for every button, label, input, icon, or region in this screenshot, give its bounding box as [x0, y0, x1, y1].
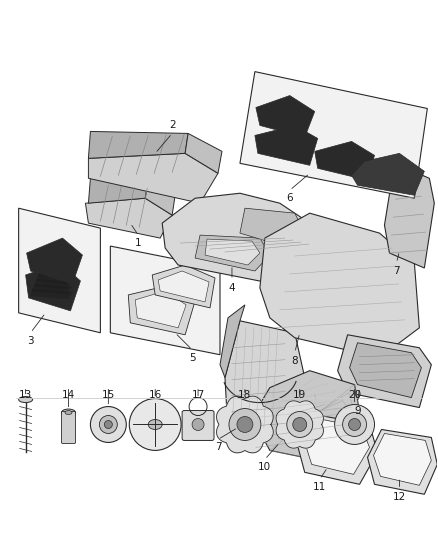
Text: 1: 1 — [135, 238, 141, 248]
Polygon shape — [350, 343, 421, 398]
Polygon shape — [88, 132, 188, 158]
Text: 17: 17 — [191, 390, 205, 400]
Text: 16: 16 — [148, 390, 162, 400]
Circle shape — [229, 409, 261, 440]
Text: 12: 12 — [393, 492, 406, 502]
Ellipse shape — [148, 419, 162, 430]
Polygon shape — [110, 246, 220, 355]
Text: 20: 20 — [348, 390, 361, 400]
Text: 2: 2 — [169, 120, 176, 131]
Polygon shape — [195, 235, 270, 271]
Circle shape — [410, 370, 418, 378]
Polygon shape — [252, 370, 364, 464]
Polygon shape — [205, 239, 260, 265]
Polygon shape — [185, 133, 222, 173]
Polygon shape — [145, 181, 175, 215]
Circle shape — [237, 416, 253, 432]
Circle shape — [90, 407, 126, 442]
Circle shape — [390, 364, 399, 372]
Text: 4: 4 — [229, 283, 235, 293]
Polygon shape — [31, 289, 72, 299]
Circle shape — [366, 359, 374, 367]
Circle shape — [361, 275, 378, 291]
Circle shape — [129, 399, 181, 450]
Polygon shape — [297, 415, 378, 484]
Polygon shape — [128, 285, 195, 335]
Text: 13: 13 — [19, 390, 32, 400]
Circle shape — [104, 421, 112, 429]
Circle shape — [367, 283, 371, 287]
Polygon shape — [385, 163, 434, 268]
Circle shape — [287, 411, 313, 438]
Text: 14: 14 — [62, 390, 75, 400]
Circle shape — [343, 413, 367, 437]
Text: 3: 3 — [27, 336, 34, 346]
FancyBboxPatch shape — [61, 411, 75, 443]
Text: 6: 6 — [286, 193, 293, 203]
Polygon shape — [225, 321, 305, 445]
Polygon shape — [162, 193, 318, 285]
Polygon shape — [374, 433, 431, 486]
Text: 9: 9 — [354, 406, 361, 416]
Polygon shape — [27, 238, 82, 284]
Polygon shape — [158, 271, 209, 302]
Text: 19: 19 — [293, 390, 306, 400]
Polygon shape — [25, 263, 81, 311]
Polygon shape — [240, 208, 305, 248]
Polygon shape — [135, 291, 186, 328]
Polygon shape — [256, 95, 314, 138]
Polygon shape — [338, 335, 431, 408]
Polygon shape — [216, 396, 273, 453]
Circle shape — [349, 418, 360, 431]
Circle shape — [308, 293, 312, 297]
Polygon shape — [220, 305, 245, 378]
Polygon shape — [88, 154, 218, 203]
Polygon shape — [37, 274, 70, 284]
Polygon shape — [260, 213, 419, 358]
Polygon shape — [305, 418, 370, 474]
Circle shape — [293, 417, 307, 432]
Text: 7: 7 — [393, 266, 400, 276]
Text: 18: 18 — [238, 390, 251, 400]
Polygon shape — [88, 178, 148, 203]
Polygon shape — [255, 125, 318, 165]
Polygon shape — [39, 269, 68, 279]
Text: 7: 7 — [215, 442, 221, 453]
FancyBboxPatch shape — [182, 410, 214, 440]
Polygon shape — [276, 401, 323, 448]
Circle shape — [99, 416, 117, 433]
Polygon shape — [35, 279, 71, 289]
Polygon shape — [19, 208, 100, 333]
Text: 8: 8 — [291, 356, 298, 366]
Text: 15: 15 — [102, 390, 115, 400]
Text: 5: 5 — [189, 353, 195, 363]
Polygon shape — [41, 264, 67, 274]
Text: 11: 11 — [313, 482, 326, 492]
Circle shape — [192, 418, 204, 431]
Ellipse shape — [19, 397, 32, 402]
Text: 10: 10 — [258, 462, 272, 472]
Circle shape — [302, 285, 318, 301]
Ellipse shape — [61, 409, 75, 416]
Polygon shape — [85, 198, 172, 238]
Polygon shape — [152, 265, 215, 308]
Polygon shape — [314, 141, 374, 180]
Polygon shape — [32, 284, 71, 294]
Polygon shape — [352, 154, 424, 195]
Circle shape — [335, 405, 374, 445]
Ellipse shape — [65, 410, 72, 415]
Polygon shape — [367, 430, 437, 494]
Polygon shape — [240, 71, 427, 198]
